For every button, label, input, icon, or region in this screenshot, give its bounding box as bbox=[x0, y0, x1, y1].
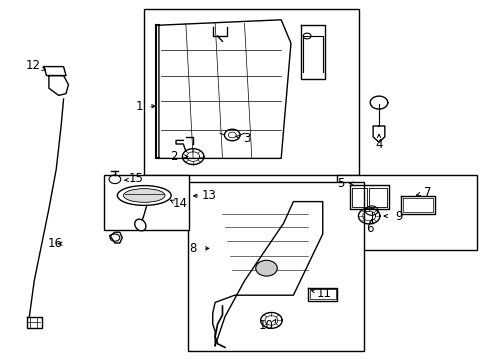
Text: 16: 16 bbox=[47, 237, 62, 250]
Polygon shape bbox=[212, 202, 322, 346]
Bar bbox=[337, 175, 476, 250]
Polygon shape bbox=[49, 76, 68, 95]
Circle shape bbox=[255, 260, 277, 276]
Text: 14: 14 bbox=[172, 197, 187, 210]
Text: 6: 6 bbox=[366, 222, 373, 235]
Bar bbox=[144, 9, 359, 175]
Text: 15: 15 bbox=[128, 172, 143, 185]
Text: 10: 10 bbox=[259, 319, 273, 332]
Text: 7: 7 bbox=[423, 186, 431, 199]
Text: 8: 8 bbox=[189, 242, 197, 255]
Text: 13: 13 bbox=[202, 189, 216, 202]
Ellipse shape bbox=[123, 189, 164, 202]
Text: 4: 4 bbox=[374, 138, 382, 150]
Polygon shape bbox=[159, 20, 290, 158]
Text: 2: 2 bbox=[169, 150, 177, 163]
Ellipse shape bbox=[135, 219, 145, 231]
Text: 11: 11 bbox=[316, 287, 331, 300]
Text: 3: 3 bbox=[243, 132, 250, 145]
Text: 1: 1 bbox=[135, 100, 143, 113]
Bar bbox=[104, 175, 189, 230]
Text: 12: 12 bbox=[26, 59, 41, 72]
Bar bbox=[188, 182, 364, 351]
Text: 5: 5 bbox=[336, 177, 344, 190]
Polygon shape bbox=[44, 67, 66, 76]
Text: 9: 9 bbox=[394, 210, 402, 222]
Ellipse shape bbox=[117, 186, 171, 205]
